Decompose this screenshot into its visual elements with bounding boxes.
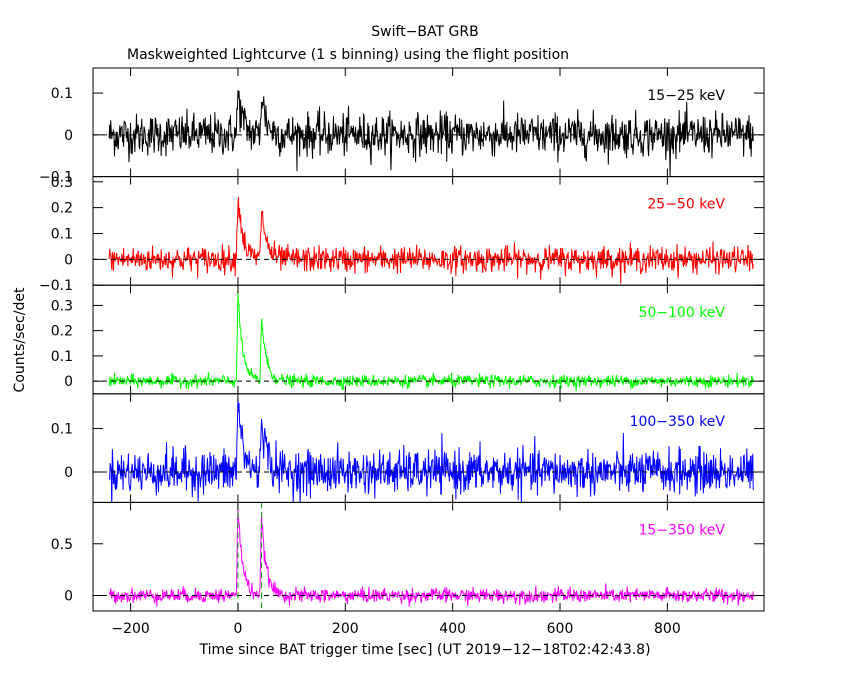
y-tick-label-0-2: 0.1	[51, 86, 73, 102]
panel-4: 0 0.5 15−350 keV	[51, 501, 765, 612]
y-tick-label-2-1: 0.1	[51, 349, 73, 365]
y-tick-label-3-0: 0	[64, 465, 73, 481]
y-tick-label-1-0: −0.1	[39, 278, 73, 294]
band-label-4: 15−350 keV	[638, 522, 725, 538]
x-tick-label-0: −200	[111, 621, 149, 637]
x-tick-label-1: 0	[233, 621, 242, 637]
y-tick-label-2-0: 0	[64, 374, 73, 390]
x-tick-label-5: 800	[654, 621, 681, 637]
panel-1: −0.1 0 0.1 0.2 0.3 25−50 keV	[39, 175, 765, 294]
y-tick-label-3-1: 0.1	[51, 422, 73, 438]
band-label-3: 100−350 keV	[630, 414, 726, 430]
y-tick-label-2-3: 0.3	[51, 298, 73, 314]
band-label-2: 50−100 keV	[638, 305, 725, 321]
series-line-2	[108, 290, 754, 392]
y-tick-label-4-0: 0	[64, 588, 73, 604]
y-tick-label-2-2: 0.2	[51, 324, 73, 340]
y-tick-label-1-4: 0.3	[51, 175, 73, 191]
y-tick-label-1-2: 0.1	[51, 226, 73, 242]
x-axis: −200 0 200 400 600 800	[111, 621, 680, 637]
panel-frame-4	[92, 501, 765, 612]
y-tick-label-4-1: 0.5	[51, 537, 73, 553]
series-line-0	[108, 90, 754, 177]
panel-0: −0.1 0 0.1 15−25 keV	[39, 67, 765, 186]
chart-title: Swift−BAT GRB	[371, 24, 478, 40]
x-axis-label: Time since BAT trigger time [sec] (UT 20…	[198, 642, 650, 658]
band-label-1: 25−50 keV	[647, 197, 725, 213]
panel-3: 0 0.1 100−350 keV	[51, 393, 765, 503]
panel-2: 0 0.1 0.2 0.3 50−100 keV	[51, 284, 765, 395]
y-tick-label-1-1: 0	[64, 252, 73, 268]
series-line-1	[108, 196, 754, 284]
x-tick-label-2: 200	[332, 621, 359, 637]
y-tick-label-0-1: 0	[64, 128, 73, 144]
chart-subtitle: Maskweighted Lightcurve (1 s binning) us…	[127, 47, 569, 63]
x-tick-label-3: 400	[439, 621, 466, 637]
panels-group: −0.1 0 0.1 15−25 keV −0.1 0 0.1 0.2 0.3 25−50 keV…	[39, 67, 765, 612]
y-axis-label: Counts/sec/det	[12, 287, 28, 392]
x-tick-label-4: 600	[547, 621, 574, 637]
y-tick-label-0-0: −0.1	[39, 170, 73, 186]
band-label-0: 15−25 keV	[647, 88, 725, 104]
series-line-3	[108, 398, 754, 503]
y-tick-label-1-3: 0.2	[51, 201, 73, 217]
panel-frame-2	[92, 284, 765, 395]
series-line-4	[108, 508, 754, 607]
